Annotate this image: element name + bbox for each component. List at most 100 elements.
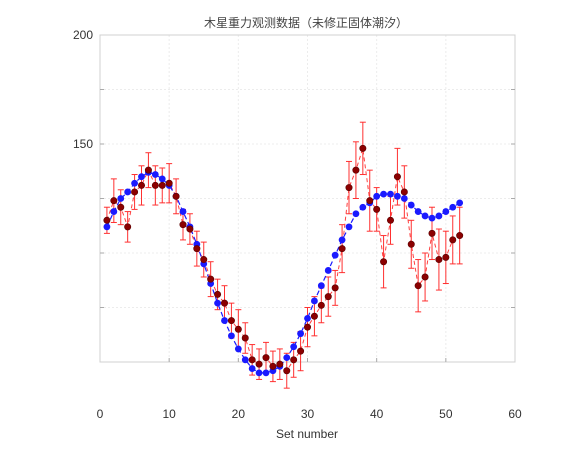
observed-point	[317, 301, 325, 309]
observed-point	[248, 356, 256, 364]
model-point	[124, 188, 132, 196]
model-point	[338, 236, 346, 244]
observed-point	[373, 205, 381, 213]
x-tick-label: 60	[508, 407, 522, 421]
observed-point	[442, 253, 450, 261]
model-point	[304, 315, 311, 322]
model-point	[421, 212, 429, 220]
model-point	[255, 369, 263, 377]
model-point	[221, 317, 228, 324]
observed-point	[269, 362, 277, 370]
observed-point	[435, 256, 443, 264]
observed-point	[331, 284, 339, 292]
model-point	[297, 330, 304, 338]
observed-point	[221, 299, 229, 307]
model-point	[151, 171, 159, 178]
observed-point	[255, 360, 263, 368]
observed-point	[338, 245, 346, 253]
observed-point	[158, 181, 166, 189]
model-points	[103, 168, 464, 377]
observed-series-line	[106, 148, 460, 372]
observed-point	[297, 347, 305, 355]
x-axis-label: Set number	[276, 427, 338, 441]
x-axis-ticks: 0 10 20 30 40 50 60	[97, 358, 522, 421]
x-tick-label: 50	[439, 407, 453, 421]
model-point	[456, 199, 464, 207]
x-tick-label: 10	[162, 407, 176, 421]
model-point	[359, 203, 367, 211]
model-point	[387, 190, 394, 198]
error-bars	[103, 121, 463, 389]
observed-point	[359, 144, 367, 152]
model-point	[407, 201, 415, 209]
observed-point	[214, 290, 222, 298]
model-point	[449, 203, 457, 211]
model-point	[317, 282, 325, 290]
y-tick-label: 200	[73, 28, 93, 42]
model-point	[110, 208, 118, 215]
model-point	[262, 369, 270, 377]
y-tick-label: 150	[73, 137, 93, 151]
model-point	[352, 210, 360, 218]
observed-point	[456, 232, 464, 240]
model-point	[234, 345, 242, 353]
observed-point	[241, 334, 249, 342]
observed-point	[131, 188, 139, 196]
x-tick-label: 0	[97, 407, 104, 421]
observed-point	[352, 166, 360, 174]
model-point	[380, 190, 387, 198]
chart-title: 木星重力观测数据（未修正固体潮汐）	[204, 15, 408, 30]
model-point	[324, 267, 332, 274]
model-point	[290, 343, 298, 351]
observed-point	[165, 179, 173, 187]
observed-point	[179, 221, 187, 229]
model-point	[442, 208, 450, 215]
observed-point	[449, 236, 457, 244]
observed-point	[310, 312, 318, 320]
model-point	[394, 192, 401, 200]
observed-point	[393, 173, 401, 181]
observed-point	[200, 256, 208, 264]
observed-point	[345, 184, 353, 192]
model-point	[103, 223, 111, 231]
observed-point	[186, 225, 194, 233]
model-point	[241, 356, 249, 364]
model-point	[214, 299, 221, 307]
observed-point	[283, 367, 291, 375]
observed-point	[110, 197, 118, 205]
observed-point	[144, 166, 152, 174]
observed-point	[234, 325, 242, 333]
observed-point	[366, 197, 374, 205]
observed-point	[303, 323, 311, 331]
x-tick-label: 20	[232, 407, 246, 421]
observed-point	[407, 240, 415, 248]
model-point	[345, 223, 353, 231]
observed-point	[380, 258, 388, 266]
observed-point	[138, 181, 146, 189]
observed-point	[172, 192, 180, 200]
model-point	[331, 251, 339, 259]
observed-point	[207, 275, 215, 283]
model-point	[131, 179, 138, 187]
observed-point	[421, 273, 429, 281]
model-point	[248, 365, 256, 372]
model-point	[400, 195, 408, 202]
model-point	[311, 297, 318, 305]
model-point	[158, 175, 166, 183]
observed-point	[262, 354, 270, 362]
y-axis-ticks: 150 200	[73, 28, 515, 308]
observed-point	[151, 181, 159, 189]
observed-point	[117, 203, 125, 211]
model-point	[283, 354, 291, 362]
observed-points	[103, 144, 464, 375]
observed-point	[386, 216, 394, 224]
x-tick-label: 40	[370, 407, 384, 421]
observed-point	[400, 188, 408, 196]
model-point	[428, 214, 436, 222]
model-point	[117, 195, 125, 202]
observed-point	[290, 356, 298, 364]
observed-point	[227, 317, 235, 325]
model-point	[228, 332, 235, 340]
model-series-line	[106, 171, 461, 374]
